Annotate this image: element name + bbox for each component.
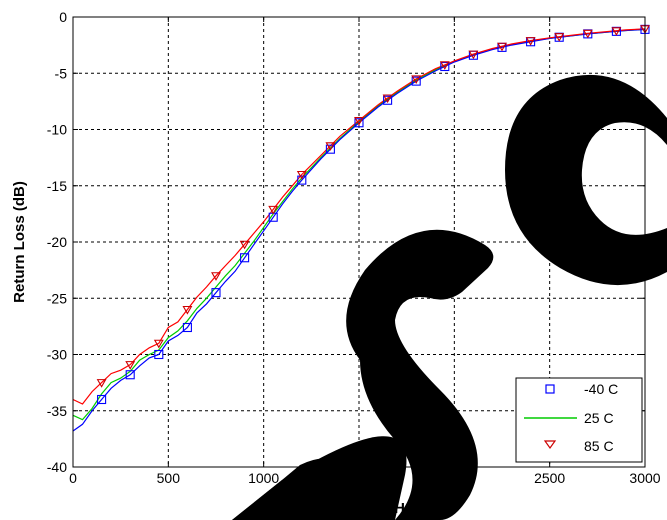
marker-triangle xyxy=(268,205,279,215)
marker-square xyxy=(440,61,450,72)
marker-square xyxy=(240,253,250,263)
legend-label: -40 C xyxy=(584,381,618,397)
marker-triangle xyxy=(582,29,593,39)
legend-item-85: 85 C xyxy=(543,438,614,454)
y-tick-label: -20 xyxy=(47,234,67,250)
marker-square xyxy=(411,76,421,86)
series-markers xyxy=(96,24,650,405)
marker-triangle xyxy=(325,142,336,151)
y-tick-label: -25 xyxy=(47,290,67,306)
marker-triangle xyxy=(211,272,221,281)
marker-square xyxy=(154,349,164,360)
marker-triangle xyxy=(153,339,164,349)
legend-box xyxy=(515,377,643,463)
bsc-watermark-logo xyxy=(232,74,667,520)
marker-triangle xyxy=(525,37,536,46)
marker-triangle xyxy=(354,116,364,126)
marker-triangle xyxy=(554,33,565,42)
marker-triangle xyxy=(497,42,507,52)
marker-triangle xyxy=(182,305,193,315)
x-tick-label: 500 xyxy=(157,470,181,486)
y-tick-label: 0 xyxy=(59,9,67,25)
y-tick-label: -35 xyxy=(47,403,67,419)
marker-triangle xyxy=(611,27,622,36)
marker-triangle xyxy=(468,50,479,60)
y-axis-label: Return Loss (dB) xyxy=(11,181,28,303)
marker-square xyxy=(211,288,221,298)
marker-square xyxy=(125,370,135,380)
legend-item-25: 25 C xyxy=(524,410,614,426)
legend-swatch-square xyxy=(545,384,555,394)
marker-square xyxy=(354,118,364,128)
series-line-1 xyxy=(72,28,646,432)
y-tick-label: -5 xyxy=(55,65,68,81)
marker-square xyxy=(97,394,107,405)
marker-triangle xyxy=(239,240,250,250)
x-tick-label: 3000 xyxy=(629,470,660,486)
y-tick-label: -40 xyxy=(47,459,67,475)
y-tick-label: -10 xyxy=(47,122,67,138)
y-tick-label: -15 xyxy=(47,178,67,194)
legend: -40 C 25 C 85 C xyxy=(515,377,643,463)
x-tick-label: 0 xyxy=(69,470,77,486)
marker-square xyxy=(383,95,393,105)
legend-item-minus40: -40 C xyxy=(545,381,618,397)
marker-square xyxy=(325,144,335,154)
legend-label: 25 C xyxy=(584,410,614,426)
marker-triangle xyxy=(411,75,422,84)
x-tick-label: 2500 xyxy=(534,470,565,486)
marker-square xyxy=(297,175,307,185)
marker-triangle xyxy=(296,170,307,180)
legend-swatch-triangle xyxy=(543,440,557,450)
marker-square xyxy=(182,322,192,333)
x-tick-label: 1000 xyxy=(248,470,279,486)
series-line-3 xyxy=(72,28,646,405)
marker-triangle xyxy=(382,94,393,104)
legend-label: 85 C xyxy=(584,438,614,454)
y-tick-label: -30 xyxy=(47,347,67,363)
marker-triangle xyxy=(96,379,107,388)
marker-triangle xyxy=(439,61,450,70)
marker-triangle xyxy=(125,361,136,370)
